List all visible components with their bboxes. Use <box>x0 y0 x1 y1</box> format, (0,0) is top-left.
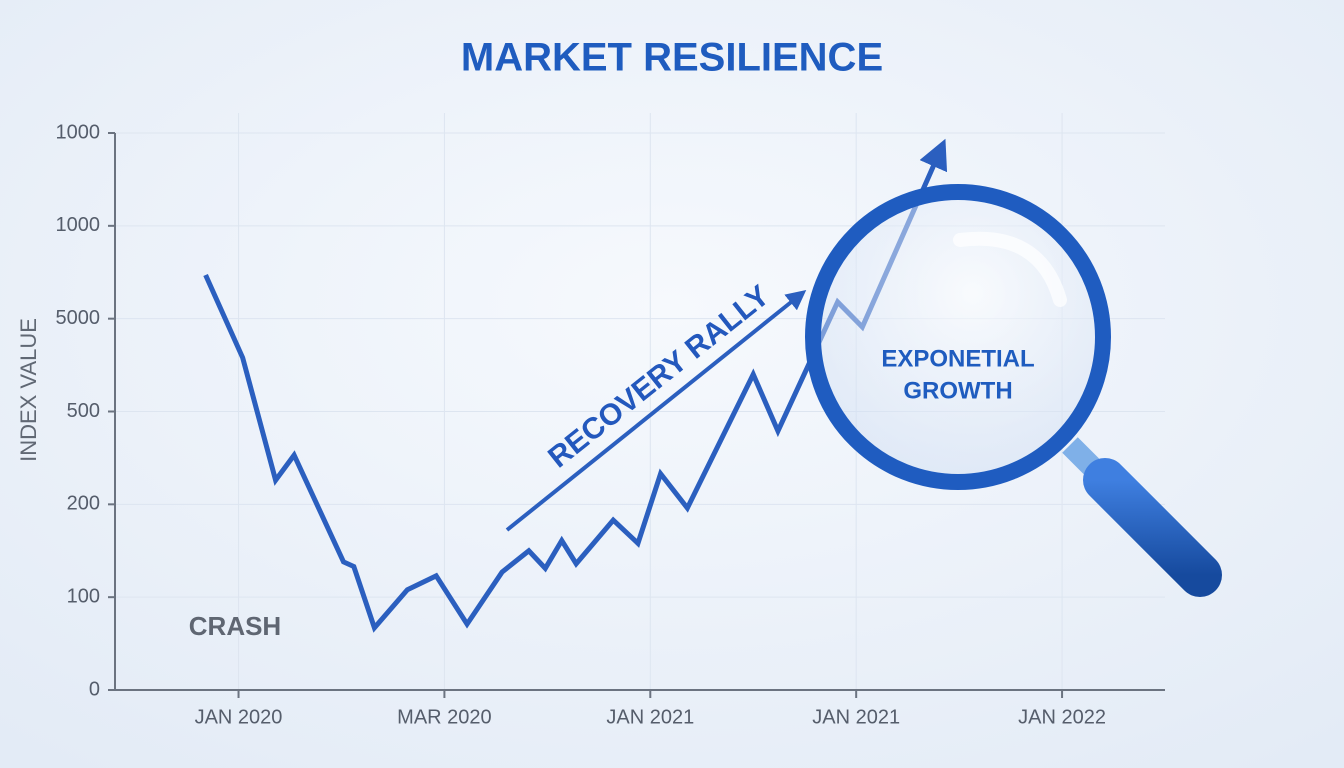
y-tick-label: 1000 <box>56 121 101 143</box>
chart-title: MARKET RESILIENCE <box>461 36 883 80</box>
x-tick-label: JAN 2021 <box>606 706 694 728</box>
annotation: EXPONETIAL <box>881 345 1034 372</box>
x-tick-label: JAN 2022 <box>1018 706 1106 728</box>
y-tick-label: 200 <box>67 493 100 515</box>
y-tick-label: 100 <box>67 585 100 607</box>
x-tick-label: JAN 2020 <box>195 706 283 728</box>
y-tick-label: 0 <box>89 678 100 700</box>
x-tick-label: MAR 2020 <box>397 706 492 728</box>
x-tick-label: JAN 2021 <box>812 706 900 728</box>
y-tick-label: 5000 <box>56 307 101 329</box>
annotation: GROWTH <box>903 377 1012 404</box>
data-line <box>203 138 948 633</box>
annotation: CRASH <box>189 611 281 641</box>
magnifier-lens <box>805 184 1111 490</box>
magnifier-handle <box>1083 458 1222 597</box>
lines <box>203 138 948 633</box>
y-tick-label: 500 <box>67 400 100 422</box>
axes: 0 100 200 500 5000 1000 1000 JAN 2020 MAR 2020 JA… <box>56 121 1165 728</box>
recovery-arrow <box>505 289 807 532</box>
magnifier <box>805 184 1222 597</box>
y-tick-label: 1000 <box>56 214 101 236</box>
lens-glare <box>953 231 1067 307</box>
y-axis-label: INDEX VALUE <box>16 318 41 462</box>
